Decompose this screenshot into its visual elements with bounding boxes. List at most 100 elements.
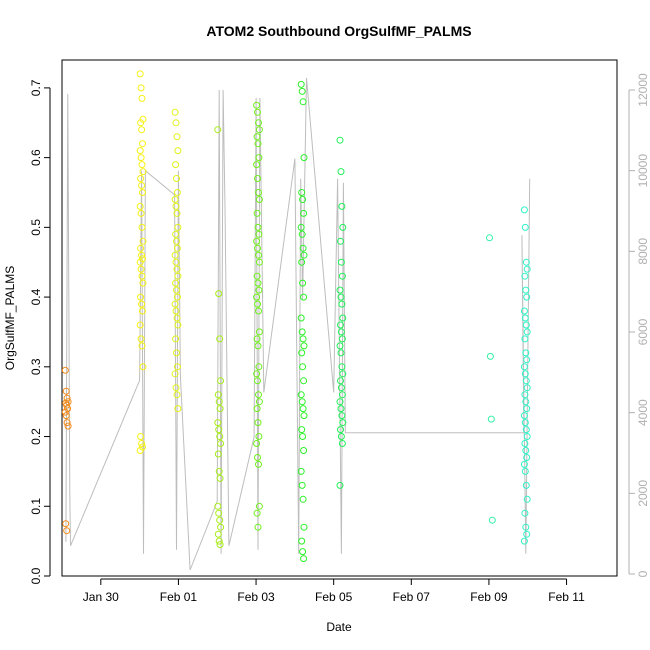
data-point [336, 398, 344, 406]
data-point [297, 80, 305, 88]
data-point [253, 405, 261, 413]
data-point [138, 300, 146, 308]
data-point [139, 168, 147, 176]
data-point [299, 279, 307, 287]
data-point [255, 502, 263, 510]
y-tick-label: 0.6 [29, 149, 43, 166]
data-point [171, 196, 179, 203]
data-point [522, 258, 530, 266]
data-point [255, 433, 263, 440]
data-point [63, 401, 71, 409]
data-point [336, 481, 344, 489]
data-point [521, 335, 529, 343]
y2-tick-label: 12000 [636, 73, 650, 107]
data-point [521, 314, 529, 322]
data-point [138, 223, 146, 231]
data-point [299, 98, 307, 106]
data-point [217, 523, 225, 531]
data-point [300, 154, 308, 162]
data-point [172, 230, 180, 238]
data-point [300, 251, 308, 259]
data-point [136, 147, 144, 155]
data-point [139, 189, 146, 196]
data-point [300, 377, 308, 385]
data-point [253, 293, 261, 301]
series-4 [253, 101, 263, 531]
data-point [172, 258, 180, 266]
data-point [255, 196, 263, 203]
x-tick-label: Feb 07 [393, 590, 431, 604]
data-point [523, 265, 531, 273]
data-point [215, 537, 223, 545]
y-tick-label: 0.0 [29, 567, 43, 584]
data-point [520, 460, 528, 468]
data-point [138, 251, 146, 259]
data-point [253, 209, 261, 217]
data-point [523, 433, 531, 440]
data-point [171, 108, 179, 116]
data-point [137, 119, 145, 127]
data-point [173, 189, 181, 196]
data-point [255, 286, 263, 294]
data-point [255, 363, 263, 371]
data-point [174, 321, 182, 329]
data-point [215, 509, 223, 517]
data-point [298, 230, 306, 238]
data-point [337, 405, 345, 413]
data-point [216, 335, 224, 343]
data-point [337, 349, 345, 357]
data-point [338, 391, 346, 399]
data-point [138, 272, 146, 280]
data-point [297, 467, 305, 475]
data-point [138, 126, 146, 134]
data-point [299, 495, 307, 503]
data-point [520, 363, 528, 371]
data-point [300, 412, 308, 420]
data-point [300, 342, 308, 350]
data-point [173, 244, 181, 252]
series-0 [61, 366, 72, 535]
data-point [298, 258, 306, 266]
data-point [253, 272, 261, 280]
data-point [137, 335, 145, 343]
data-point [137, 154, 145, 162]
data-point [298, 398, 306, 406]
data-point [338, 272, 346, 280]
data-point [337, 293, 345, 301]
data-point [254, 342, 262, 350]
data-point [522, 398, 530, 406]
data-point [136, 321, 144, 329]
data-point [521, 223, 529, 231]
data-point [337, 433, 345, 440]
data-point [138, 161, 146, 169]
data-point [139, 115, 147, 123]
data-point [62, 520, 70, 528]
data-point [173, 175, 180, 182]
chart-title: ATOM2 Southbound OrgSulfMF_PALMS [206, 23, 471, 39]
data-point [523, 454, 531, 461]
data-point [215, 426, 223, 434]
data-point [137, 265, 145, 273]
data-point [174, 405, 182, 413]
x-tick-label: Feb 01 [160, 590, 198, 604]
data-point [337, 258, 345, 266]
data-point [136, 70, 144, 78]
y2-tick-label: 10000 [636, 154, 650, 188]
plot-frame [61, 59, 618, 577]
data-point [522, 523, 530, 531]
data-point [254, 244, 261, 252]
data-point [520, 307, 528, 315]
series-1 [136, 70, 147, 454]
data-point [136, 202, 144, 210]
data-point [299, 405, 307, 413]
data-point [253, 370, 261, 378]
data-point [172, 119, 180, 127]
data-point [338, 300, 346, 308]
data-point [214, 530, 222, 538]
data-point [139, 307, 146, 315]
data-point [255, 230, 263, 238]
y2-tick-label: 4000 [636, 399, 650, 426]
data-point [255, 258, 263, 266]
data-point [337, 377, 344, 385]
